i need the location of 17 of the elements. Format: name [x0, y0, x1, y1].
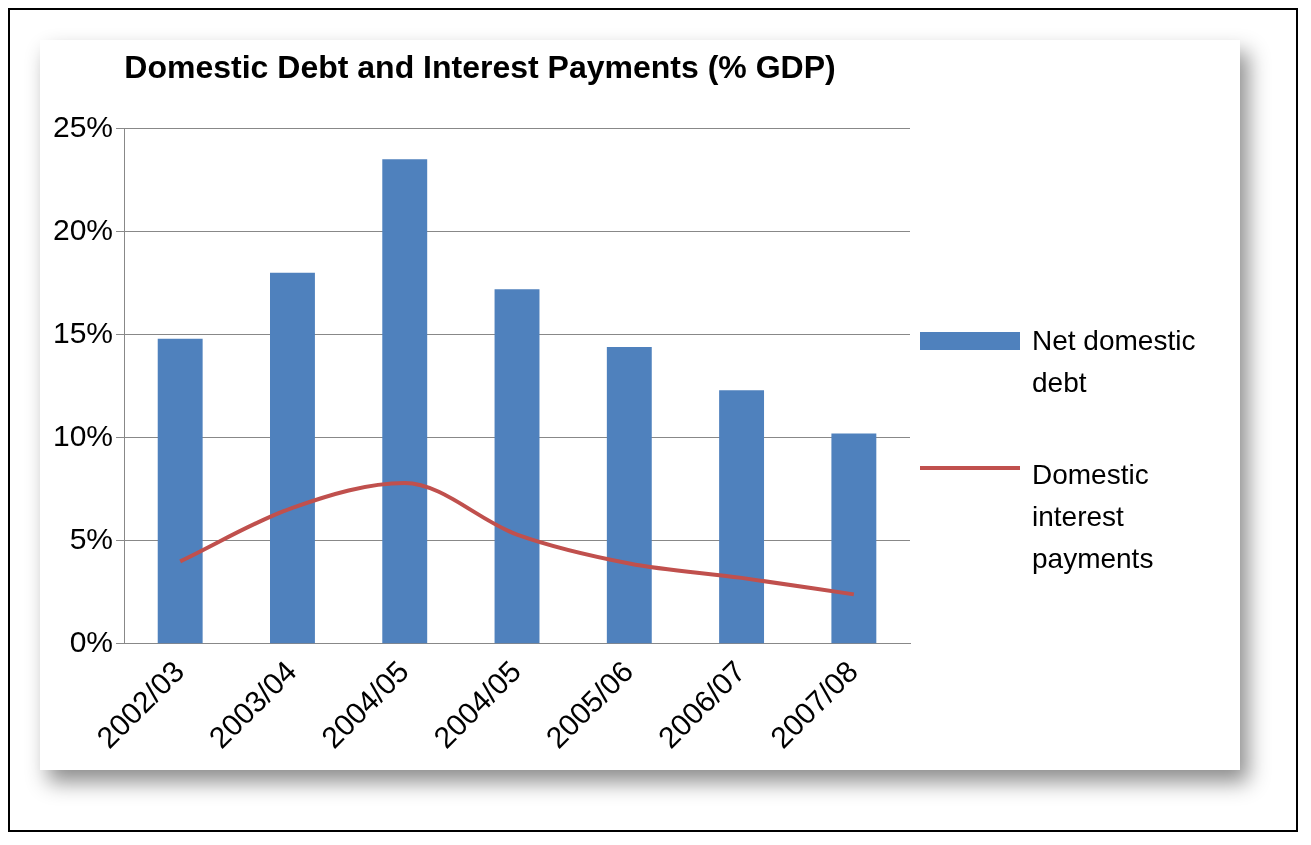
y-tick-label: 5% [69, 522, 114, 556]
bar [157, 338, 203, 644]
line-series [178, 481, 856, 597]
chart-title: Domestic Debt and Interest Payments (% GDP) [124, 49, 836, 86]
y-tick-label: 25% [53, 109, 114, 143]
bar [494, 289, 540, 644]
bar [270, 272, 315, 644]
bar [382, 159, 428, 644]
legend-label: Net domestic debt [1032, 324, 1197, 400]
legend-label: Domestic interest payments [1032, 458, 1155, 576]
y-tick-label: 0% [69, 625, 114, 659]
y-tick-label: 15% [53, 315, 114, 349]
bar [831, 433, 877, 644]
y-tick-label: 20% [53, 212, 114, 246]
y-tick-label: 10% [53, 418, 114, 452]
bar [719, 390, 765, 644]
bar [606, 346, 652, 644]
